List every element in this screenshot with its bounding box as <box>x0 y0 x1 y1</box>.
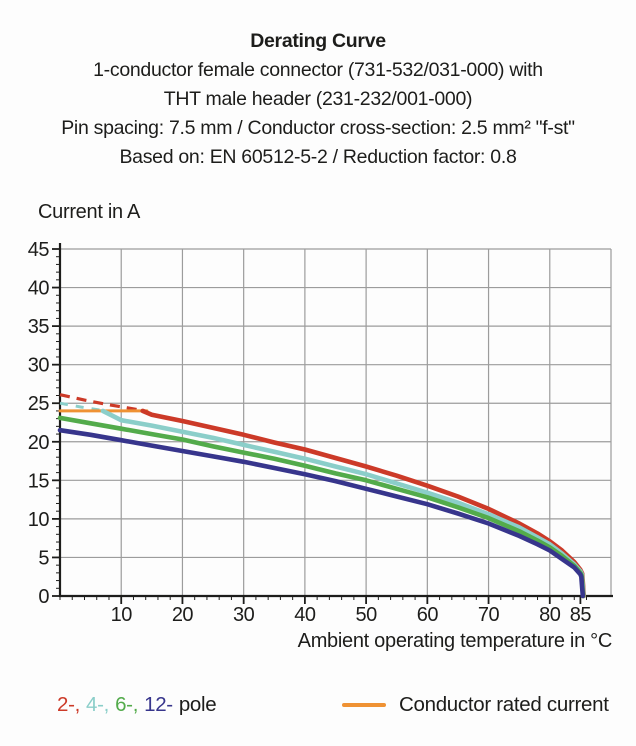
legend-row: 2-, 4-, 6-, 12- pole Conductor rated current <box>0 693 636 723</box>
y-axis-title: Current in A <box>38 201 141 223</box>
chart-title: Derating Curve <box>250 30 386 52</box>
svg-text:25: 25 <box>28 393 50 415</box>
svg-text:70: 70 <box>478 604 500 626</box>
svg-text:40: 40 <box>294 604 316 626</box>
conductor-rated-current-line-icon <box>342 703 386 707</box>
legend-pole-2: 2-, <box>57 693 81 716</box>
svg-text:60: 60 <box>417 604 439 626</box>
legend-pole-6: 6-, <box>115 693 139 716</box>
svg-text:35: 35 <box>28 316 50 338</box>
subtitle-line-2: THT male header (231-232/001-000) <box>163 88 473 110</box>
svg-text:10: 10 <box>28 509 50 531</box>
legend-poles: 2-, 4-, 6-, 12- pole <box>57 693 217 717</box>
svg-text:30: 30 <box>28 355 50 377</box>
subtitle-line-4: Based on: EN 60512-5-2 / Reduction facto… <box>119 146 517 168</box>
svg-text:0: 0 <box>38 586 49 608</box>
svg-text:20: 20 <box>28 432 50 454</box>
legend-pole-4: 4-, <box>86 693 110 716</box>
svg-text:80: 80 <box>539 604 561 626</box>
legend-pole-suffix: pole <box>178 693 217 716</box>
svg-text:10: 10 <box>111 604 133 626</box>
legend-rated-current: Conductor rated current <box>342 693 609 717</box>
legend-rated-current-label: Conductor rated current <box>399 693 609 716</box>
svg-text:20: 20 <box>172 604 194 626</box>
subtitle-line-3: Pin spacing: 7.5 mm / Conductor cross-se… <box>61 117 575 139</box>
svg-text:50: 50 <box>355 604 377 626</box>
svg-text:15: 15 <box>28 470 50 492</box>
svg-text:40: 40 <box>28 278 50 300</box>
legend-pole-12: 12- <box>144 693 173 716</box>
chart-header: Derating Curve 1-conductor female connec… <box>0 27 636 172</box>
svg-text:45: 45 <box>28 239 50 261</box>
svg-text:85: 85 <box>570 604 592 626</box>
svg-text:5: 5 <box>38 547 49 569</box>
svg-text:30: 30 <box>233 604 255 626</box>
subtitle-line-1: 1-conductor female connector (731-532/03… <box>93 59 543 81</box>
x-axis-title: Ambient operating temperature in °C <box>297 630 613 652</box>
